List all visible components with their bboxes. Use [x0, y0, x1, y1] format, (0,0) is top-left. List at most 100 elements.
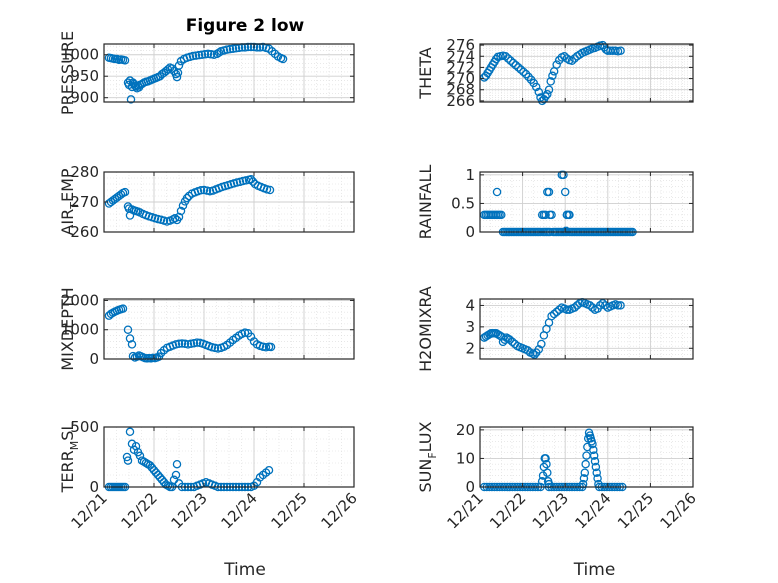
- data-point: [213, 344, 223, 353]
- data-point: [549, 309, 559, 319]
- x-axis-label: Time: [223, 560, 266, 580]
- data-point: [541, 454, 550, 463]
- data-point: [534, 345, 544, 354]
- x-tick-label: 12/26: [318, 489, 361, 532]
- data-point: [491, 54, 501, 64]
- figure-title: Figure 2 low: [186, 16, 305, 36]
- y-tick-label: 1: [465, 166, 475, 184]
- y-axis-label: SUNFLUX: [416, 421, 439, 492]
- data-point: [183, 340, 193, 349]
- data-point: [278, 54, 288, 64]
- data-point: [228, 44, 238, 53]
- data-point: [265, 185, 275, 195]
- data-point: [170, 213, 180, 223]
- data-point: [543, 468, 552, 477]
- data-point: [182, 193, 192, 203]
- x-tick-label: 12/26: [657, 489, 700, 532]
- data-point: [125, 334, 135, 343]
- y-tick-label: 270: [446, 70, 475, 88]
- data-point: [580, 468, 590, 477]
- data-point: [598, 299, 607, 308]
- data-point: [581, 459, 590, 469]
- y-tick-label: 20: [456, 421, 475, 439]
- y-tick-label: 1000: [61, 321, 99, 339]
- data-point: [506, 56, 515, 65]
- data-point: [200, 50, 210, 59]
- data-point: [508, 337, 517, 347]
- y-tick-label: 0: [465, 478, 475, 496]
- data-point: [589, 445, 598, 455]
- data-point: [206, 50, 216, 59]
- data-point: [547, 311, 556, 321]
- y-tick-label: 2: [465, 339, 475, 357]
- data-point: [503, 54, 513, 63]
- y-tick-label: 0: [89, 478, 99, 496]
- data-point: [203, 49, 213, 59]
- axes-box: [103, 426, 355, 488]
- data-point: [538, 471, 548, 480]
- data-point: [171, 470, 181, 480]
- data-point: [565, 210, 574, 220]
- x-tick-label: 12/22: [118, 489, 161, 532]
- data-point: [214, 48, 224, 57]
- data-point: [188, 51, 198, 61]
- y-tick-label: 500: [70, 418, 99, 436]
- data-point: [578, 479, 588, 489]
- data-point: [589, 451, 599, 460]
- data-point: [542, 459, 551, 469]
- data-point: [163, 65, 173, 74]
- data-point: [585, 301, 595, 310]
- data-point: [524, 72, 533, 82]
- data-point: [210, 343, 220, 353]
- data-point: [530, 350, 539, 359]
- data-point: [531, 82, 541, 92]
- data-point: [266, 342, 276, 352]
- y-axis-label: RAINFALL: [416, 165, 435, 240]
- data-point: [178, 201, 188, 210]
- data-point: [541, 92, 550, 101]
- data-point: [560, 187, 570, 197]
- data-point: [562, 210, 572, 220]
- data-point: [579, 474, 589, 483]
- axes-box: [479, 171, 694, 233]
- y-tick-label: 4: [465, 296, 475, 314]
- data-point: [501, 52, 510, 61]
- data-point: [547, 210, 556, 220]
- x-tick-label: 12/25: [268, 489, 311, 532]
- data-point: [192, 338, 202, 347]
- data-point: [225, 44, 235, 54]
- data-point: [541, 210, 550, 220]
- y-tick-label: 274: [446, 47, 475, 65]
- data-point: [197, 50, 207, 59]
- data-point: [552, 60, 561, 69]
- data-point: [122, 452, 132, 462]
- axes-box: [479, 426, 694, 488]
- data-point: [191, 51, 201, 60]
- data-point: [172, 72, 182, 82]
- data-point: [543, 89, 552, 99]
- x-axis-label: Time: [573, 560, 616, 580]
- data-point: [125, 427, 135, 437]
- data-point: [590, 457, 600, 466]
- y-tick-label: 280: [70, 163, 99, 181]
- data-point: [511, 60, 521, 70]
- y-tick-label: 10: [456, 449, 475, 467]
- data-point: [593, 474, 602, 483]
- y-axis-label: MIXDEPTH: [58, 287, 77, 370]
- data-point: [135, 451, 145, 461]
- y-tick-label: 3: [465, 318, 475, 336]
- y-tick-label: 270: [70, 193, 99, 211]
- data-point: [567, 56, 577, 65]
- data-point: [537, 477, 547, 486]
- data-point: [592, 468, 601, 477]
- data-point: [616, 301, 625, 310]
- data-point: [561, 226, 571, 236]
- y-tick-label: 0: [89, 350, 99, 368]
- data-point: [123, 456, 133, 465]
- y-tick-label: 1000: [61, 46, 99, 64]
